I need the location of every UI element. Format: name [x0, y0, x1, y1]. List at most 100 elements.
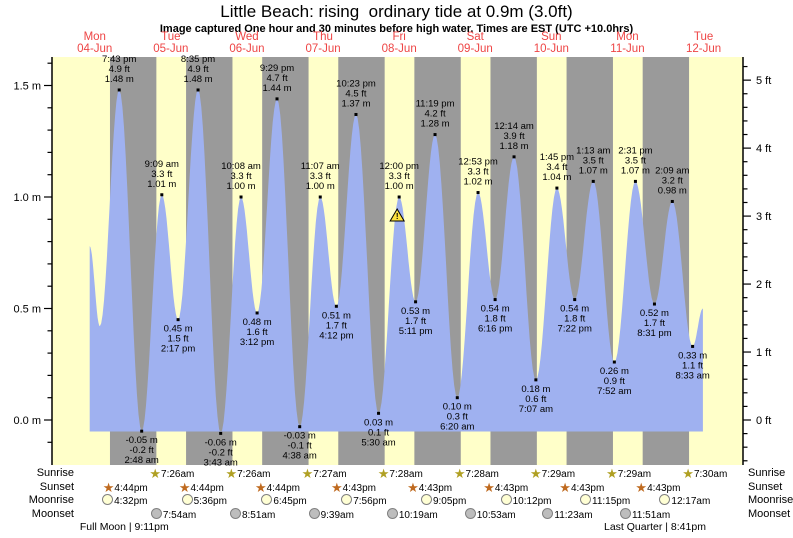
- warning-exclamation: !: [396, 212, 399, 221]
- tide-annotation-line: 3.2 ft: [662, 175, 683, 186]
- sunset-label-left: Sunset: [39, 480, 74, 493]
- tide-point-dot: [140, 429, 144, 433]
- tide-annotation-line: 12:14 am: [494, 121, 534, 132]
- moonrise-time-entry: 6:45pm: [261, 494, 307, 507]
- tide-point-dot: [176, 318, 180, 322]
- day-date-label: 05-Jun: [153, 43, 188, 55]
- sunset-icon: ★: [178, 479, 191, 495]
- tide-annotation-line: 0.10 m: [443, 402, 472, 413]
- tide-annotation-line: 1.48 m: [105, 74, 134, 85]
- tide-annotation-line: 0.26 m: [600, 366, 629, 377]
- sunset-time-entry: ★4:44pm: [179, 481, 224, 494]
- sunrise-icon: ★: [301, 466, 314, 481]
- left-axis-tick-label: 0.0 m: [13, 415, 41, 427]
- tide-annotation-line: 0.3 ft: [447, 412, 468, 423]
- moonset-time-text: 7:54am: [162, 509, 197, 521]
- tide-annotation-line: -0.1 ft: [288, 441, 313, 452]
- tide-annotation-line: 4.5 ft: [345, 88, 366, 99]
- tide-annotation-line: 4.9 ft: [109, 64, 130, 75]
- tide-annotation-line: 1.00 m: [227, 181, 256, 192]
- tide-point-dot: [298, 425, 302, 429]
- tide-annotation-line: 2:31 pm: [618, 145, 652, 156]
- tide-point-dot: [354, 112, 358, 116]
- left-axis-tick-label: 1.5 m: [13, 81, 41, 93]
- tide-point-dot: [318, 195, 322, 199]
- tide-point-dot: [414, 300, 418, 304]
- tide-annotation-line: 8:35 pm: [181, 54, 215, 65]
- sunrise-time-entry: ★7:28am: [454, 467, 499, 480]
- tide-annotation-line: 12:53 pm: [458, 157, 498, 168]
- left-axis-tick-label: 0.5 m: [13, 304, 41, 316]
- tide-annotation-line: 7:43 pm: [102, 54, 136, 65]
- tide-annotation-line: 1.07 m: [621, 165, 650, 176]
- sunset-time-entry: ★4:43pm: [635, 481, 680, 494]
- right-axis-tick-label: 1 ft: [756, 347, 771, 359]
- tide-annotation-line: 0.6 ft: [525, 394, 546, 405]
- tide-annotation-line: 6:16 pm: [478, 324, 512, 335]
- sunrise-icon: ★: [530, 466, 542, 481]
- day-date-label: 07-Jun: [305, 43, 340, 55]
- sunset-icon: ★: [331, 479, 343, 495]
- tide-annotation-line: -0.05 m: [126, 435, 158, 446]
- tide-annotation-line: 1.8 ft: [564, 314, 585, 325]
- sunrise-label-left: Sunrise: [36, 467, 74, 479]
- sunset-icon: ★: [407, 479, 419, 495]
- tide-point-dot: [534, 378, 538, 382]
- tide-annotation-line: 10:23 pm: [336, 78, 376, 89]
- sunset-time-text: 4:43pm: [342, 482, 377, 494]
- sunset-time-entry: ★4:43pm: [483, 481, 528, 494]
- tide-annotation-line: 1:45 pm: [540, 152, 574, 163]
- moonrise-icon: [181, 494, 193, 505]
- right-axis-tick-label: 2 ft: [756, 279, 771, 291]
- moonset-time-entry: 9:39am: [308, 507, 354, 521]
- sunset-icon: ★: [102, 479, 115, 495]
- tide-annotation-line: 9:29 pm: [260, 63, 294, 74]
- sunset-time-entry: ★4:44pm: [103, 481, 148, 494]
- moonrise-time-entry: 11:15pm: [580, 494, 630, 507]
- tide-annotation-line: 0.45 m: [164, 324, 193, 335]
- tide-annotation-line: -0.03 m: [284, 431, 316, 442]
- sunrise-time-entry: ★7:26am: [149, 467, 194, 480]
- sunrise-time-text: 7:30am: [693, 469, 728, 480]
- tide-annotation-line: 1.37 m: [341, 98, 370, 109]
- tide-point-dot: [239, 195, 243, 199]
- tide-annotation-line: 1.01 m: [147, 179, 176, 190]
- day-date-label: 04-Jun: [77, 43, 112, 55]
- day-name-label: Mon: [616, 31, 638, 43]
- sunrise-icon: ★: [606, 466, 618, 481]
- tide-annotation-line: 3.3 ft: [151, 169, 172, 180]
- tide-annotation-line: 0.53 m: [401, 306, 430, 317]
- tide-annotation-line: 1.00 m: [306, 181, 335, 192]
- tide-point-dot: [160, 193, 164, 197]
- tide-annotation-line: 1.5 ft: [168, 334, 189, 345]
- tide-point-dot: [275, 97, 279, 101]
- day-date-label: 09-Jun: [458, 43, 493, 55]
- tide-point-dot: [612, 360, 616, 364]
- tide-annotation-line: 10:08 am: [221, 161, 261, 172]
- warning-triangle-icon: [389, 208, 406, 222]
- day-name-label: Tue: [694, 31, 713, 43]
- tide-annotation-line: 0.03 m: [364, 417, 393, 428]
- moonrise-icon: [102, 494, 114, 505]
- tide-point-dot: [196, 88, 200, 92]
- tide-annotation-line: 1.48 m: [184, 74, 213, 85]
- tide-annotation-line: 7:22 pm: [558, 324, 592, 335]
- tide-annotation-line: -0.06 m: [205, 437, 237, 448]
- moonrise-time-entry: 10:12pm: [500, 494, 552, 507]
- sunset-time-entry: ★4:43pm: [407, 481, 452, 494]
- sunset-time-text: 4:43pm: [570, 482, 605, 494]
- tide-annotation-line: 8:33 am: [675, 370, 709, 381]
- day-name-label: Sun: [541, 31, 561, 43]
- moonrise-icon: [420, 494, 432, 505]
- tide-annotation-line: 1.02 m: [464, 177, 493, 188]
- sunrise-time-text: 7:26am: [237, 469, 271, 480]
- moonrise-time-entry: 4:32pm: [102, 494, 147, 507]
- moonset-icon: [542, 507, 554, 519]
- sunrise-time-text: 7:27am: [313, 469, 347, 480]
- moonrise-icon: [341, 494, 353, 505]
- moonset-time-text: 11:23am: [554, 509, 593, 521]
- sunrise-time-text: 7:29am: [617, 469, 652, 480]
- sunrise-time-entry: ★7:26am: [225, 467, 270, 480]
- tide-annotation-line: 3.3 ft: [230, 171, 251, 182]
- moonrise-time-text: 12:17am: [671, 496, 711, 507]
